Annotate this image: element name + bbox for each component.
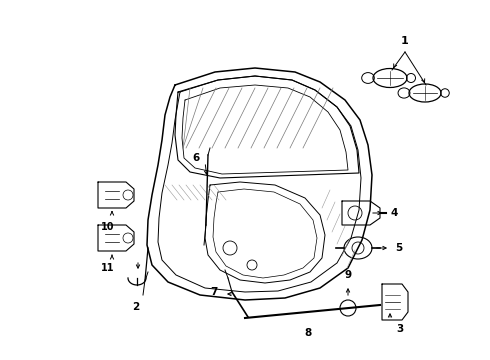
Text: 1: 1 — [401, 36, 409, 46]
Text: 2: 2 — [132, 302, 140, 312]
Text: 4: 4 — [390, 208, 397, 218]
Text: 5: 5 — [395, 243, 402, 253]
Text: 9: 9 — [344, 270, 351, 280]
Text: 11: 11 — [101, 263, 115, 273]
Text: 8: 8 — [304, 328, 312, 338]
Text: 6: 6 — [193, 153, 199, 163]
Text: 7: 7 — [211, 287, 218, 297]
Text: 3: 3 — [396, 324, 403, 334]
Text: 10: 10 — [101, 222, 115, 232]
